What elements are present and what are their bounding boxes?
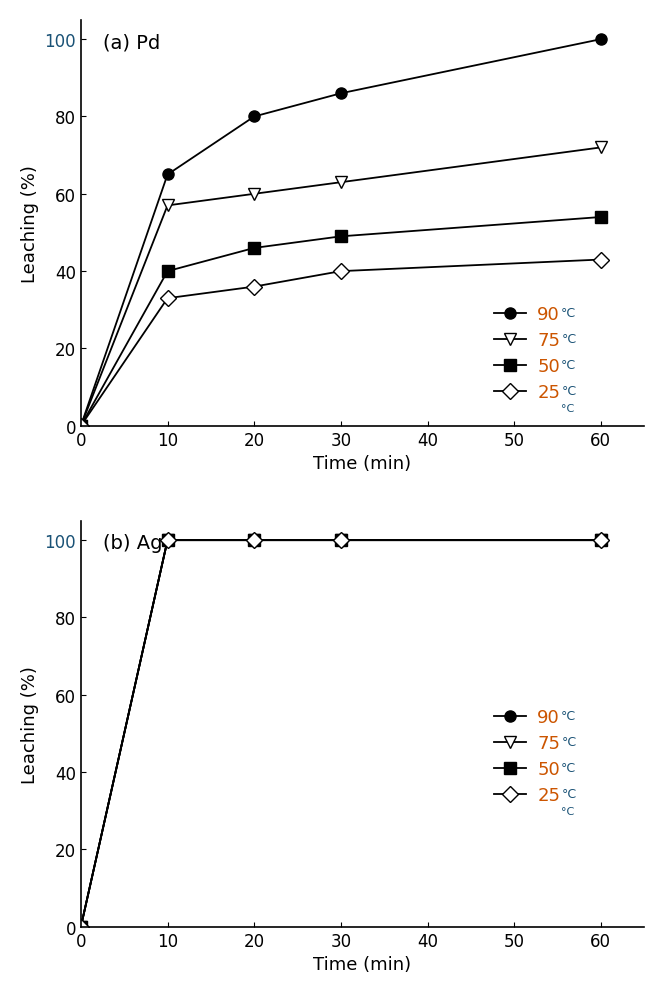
Text: °C: °C xyxy=(561,787,577,800)
Text: °C: °C xyxy=(561,806,575,817)
Legend: 90, 75, 50, 25: 90, 75, 50, 25 xyxy=(487,298,567,410)
Legend: 90, 75, 50, 25: 90, 75, 50, 25 xyxy=(487,701,567,812)
Text: (b) Ag: (b) Ag xyxy=(103,534,163,553)
Y-axis label: Leaching (%): Leaching (%) xyxy=(21,665,39,783)
X-axis label: Time (min): Time (min) xyxy=(313,454,412,473)
Text: (a) Pd: (a) Pd xyxy=(103,33,161,52)
Text: °C: °C xyxy=(561,710,576,723)
Text: °C: °C xyxy=(561,385,577,398)
Text: °C: °C xyxy=(561,736,577,748)
Text: °C: °C xyxy=(561,761,576,774)
Text: °C: °C xyxy=(561,333,577,346)
Y-axis label: Leaching (%): Leaching (%) xyxy=(21,165,39,282)
Text: °C: °C xyxy=(561,404,575,414)
Text: °C: °C xyxy=(561,359,576,372)
Text: °C: °C xyxy=(561,307,576,320)
X-axis label: Time (min): Time (min) xyxy=(313,955,412,973)
